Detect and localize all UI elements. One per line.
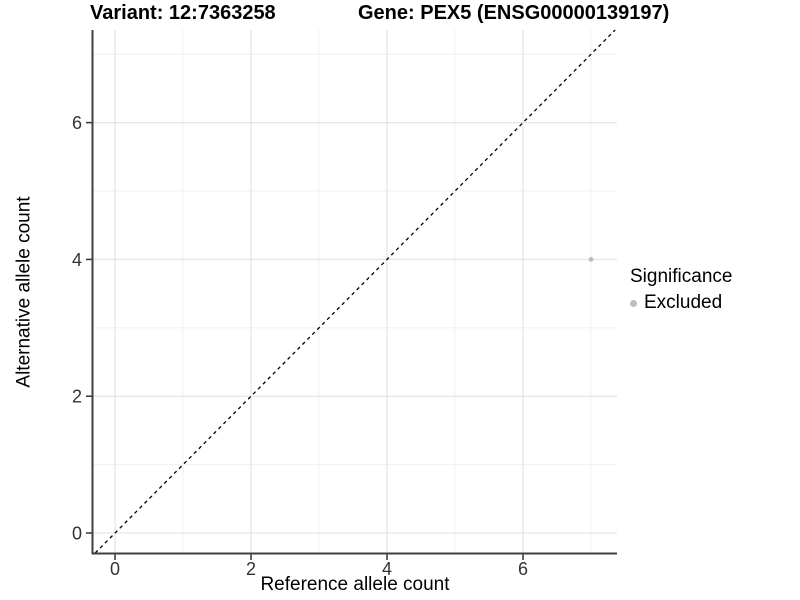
x-tick-label: 0 — [110, 559, 120, 579]
legend-item-label: Excluded — [644, 292, 723, 313]
gridlines-minor — [93, 30, 617, 553]
axis-tick-marks — [86, 121, 524, 560]
data-points — [588, 257, 594, 262]
legend-item-excluded: Excluded — [630, 292, 732, 314]
axis-lines — [91, 30, 617, 555]
legend-title: Significance — [630, 266, 733, 287]
y-tick-label: 4 — [72, 250, 82, 270]
y-tick-label: 6 — [72, 113, 82, 133]
y-axis-title: Alternative allele count — [13, 196, 35, 388]
identity-reference-line-group — [94, 29, 616, 554]
data-point — [588, 257, 594, 262]
x-axis-title: Reference allele count — [260, 574, 450, 595]
plot-title-variant: Variant: 12:7363258 — [90, 2, 276, 24]
gridlines-major — [93, 30, 617, 553]
x-tick-label: 2 — [246, 559, 256, 579]
x-tick-label: 4 — [382, 559, 392, 579]
axis-tick-labels: 0 2 4 6 0 2 4 6 — [72, 113, 528, 579]
legend-point-icon — [630, 299, 637, 307]
y-tick-label: 0 — [72, 524, 82, 544]
x-tick-label: 6 — [518, 559, 528, 579]
plot-title-gene: Gene: PEX5 (ENSG00000139197) — [358, 2, 670, 24]
legend: Significance Excluded — [630, 266, 732, 314]
y-tick-label: 2 — [72, 387, 82, 407]
identity-line — [94, 29, 616, 554]
